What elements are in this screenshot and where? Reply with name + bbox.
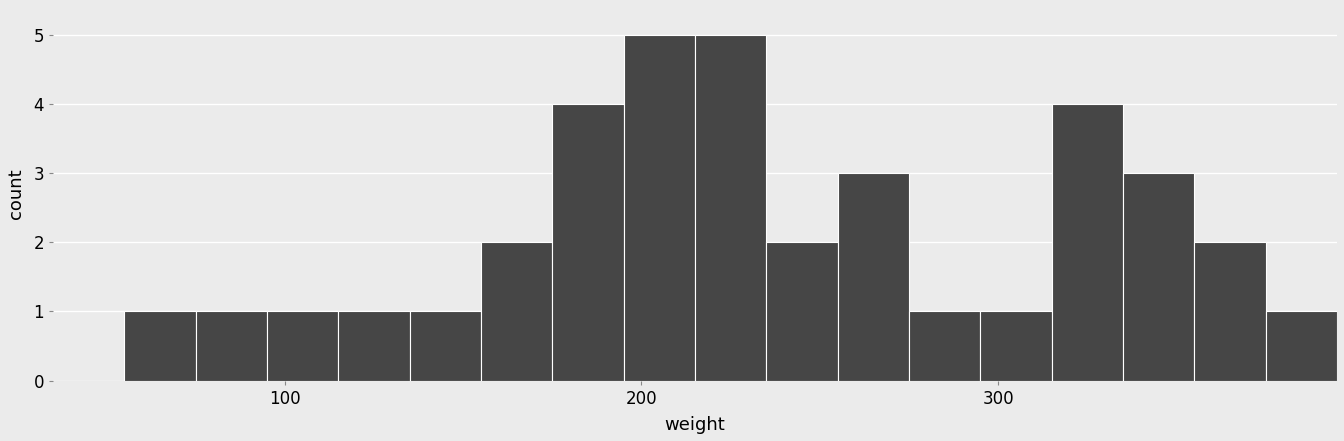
Bar xyxy=(339,311,410,381)
Bar xyxy=(124,311,196,381)
X-axis label: weight: weight xyxy=(665,416,726,434)
Bar xyxy=(837,173,909,381)
Y-axis label: count: count xyxy=(7,168,26,219)
Bar xyxy=(1195,242,1266,381)
Bar xyxy=(1124,173,1195,381)
Bar xyxy=(980,311,1052,381)
Bar xyxy=(196,311,267,381)
Bar xyxy=(695,35,766,381)
Bar xyxy=(909,311,980,381)
Bar xyxy=(624,35,695,381)
Bar xyxy=(410,311,481,381)
Bar xyxy=(267,311,339,381)
Bar xyxy=(1052,104,1124,381)
Bar xyxy=(552,104,624,381)
Bar xyxy=(766,242,837,381)
Bar xyxy=(481,242,552,381)
Bar xyxy=(1266,311,1337,381)
